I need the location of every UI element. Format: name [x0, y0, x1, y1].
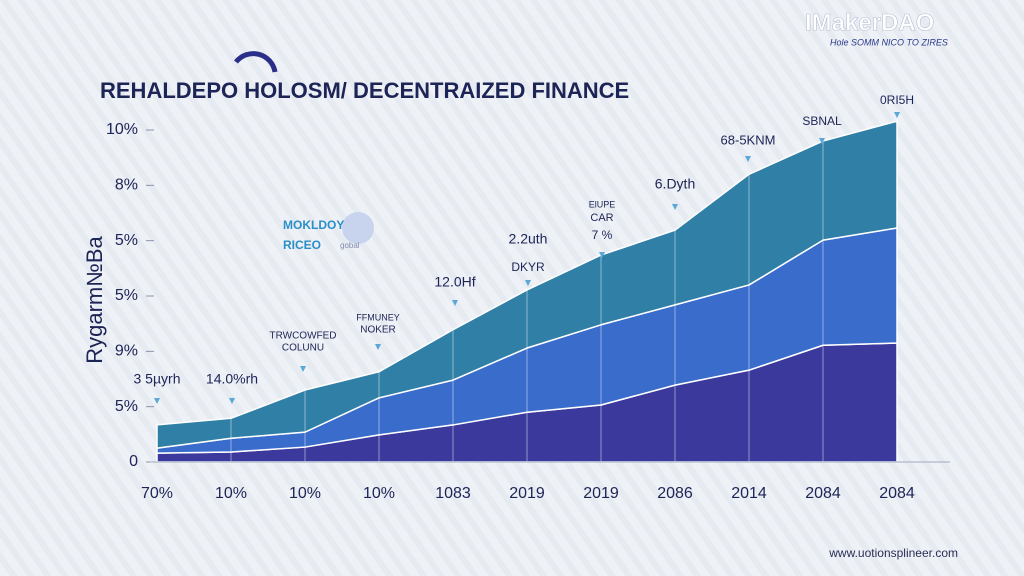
annotation: COLUNU: [282, 343, 324, 354]
badge-line: MOKLDOY: [283, 218, 344, 232]
brand: IMakerDAO: [805, 9, 934, 36]
y-tick-label: 10%: [106, 121, 138, 138]
annotation: NOKER: [360, 325, 396, 336]
annotation: TRWCOWFED: [269, 331, 336, 342]
y-tick-label: 5%: [115, 232, 138, 249]
annotation: 68-5KNM: [721, 132, 776, 147]
badge: MOKLDOY RICEO gobal: [283, 212, 374, 252]
area: [156, 120, 898, 449]
pin-icon: [672, 204, 678, 210]
annotation: CAR: [590, 212, 613, 224]
pin-icon: [599, 252, 605, 258]
x-tick-label: 10%: [215, 485, 247, 502]
y-tick-label: 5%: [115, 287, 138, 304]
footer: www.uotionsplineer.com: [828, 546, 958, 560]
pin-icon: [375, 344, 381, 350]
x-tick-label: 2019: [583, 485, 619, 502]
annotation: 14.0%rh: [206, 371, 258, 387]
x-tick-label: 70%: [141, 485, 173, 502]
annotation: DKYR: [511, 260, 545, 274]
badge-line: RICEO: [283, 238, 321, 252]
x-tick-label: 2014: [731, 485, 767, 502]
decor-arc: [234, 51, 278, 73]
pin-icon: [300, 366, 306, 372]
x-tick-label: 2086: [657, 485, 693, 502]
y-tick-label: 5%: [115, 398, 138, 415]
badge-circle: [342, 212, 374, 244]
annotation: 0RI5H: [880, 93, 914, 107]
annotation: 6.Dyth: [655, 176, 695, 192]
annotation: ElUPE: [589, 199, 616, 209]
pin-icon: [525, 280, 531, 286]
x-tick-label: 2084: [805, 485, 841, 502]
annotation: 12.0Hf: [434, 274, 475, 290]
annotation: 3 5µyrh: [134, 371, 181, 387]
pin-icon: [229, 398, 235, 404]
x-tick-label: 10%: [289, 485, 321, 502]
x-tick-label: 10%: [363, 485, 395, 502]
pin-icon: [452, 300, 458, 306]
x-tick-label: 1083: [435, 485, 471, 502]
pin-icon: [819, 138, 825, 144]
y-tick-label: 9%: [115, 343, 138, 360]
annotation: FFMUNEY: [356, 312, 400, 322]
annotation: 7 %: [592, 228, 613, 242]
brand-tagline: Hole SOMM NICO TO ZIRES: [830, 37, 948, 47]
pin-icon: [894, 112, 900, 118]
annotation: SBNAL: [802, 114, 842, 128]
chart-title: REHALDEPO HOLOSM/ DECENTRAIZED FINANCE: [100, 78, 629, 103]
pin-icon: [154, 398, 160, 404]
x-tick-label: 2019: [509, 485, 545, 502]
pin-icon: [745, 156, 751, 162]
annotation: 2.2uth: [509, 231, 548, 247]
y-tick-label: 0: [129, 453, 138, 470]
badge-small: gobal: [340, 241, 360, 250]
y-axis-label: Rygarm№Ba: [82, 235, 107, 363]
y-tick-label: 8%: [115, 177, 138, 194]
x-tick-label: 2084: [879, 485, 915, 502]
